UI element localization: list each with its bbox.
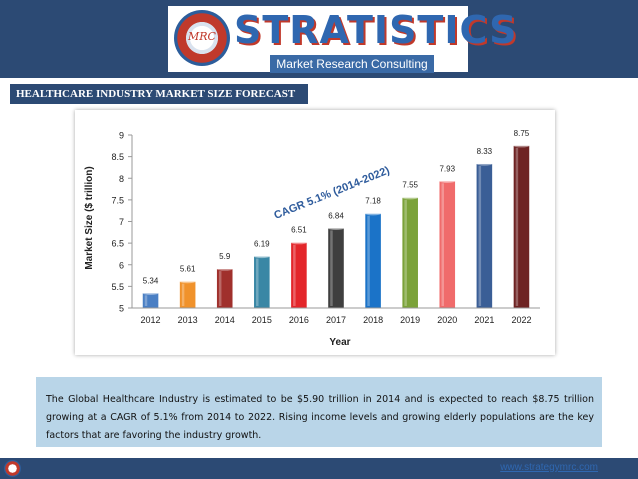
x-axis: 2012 2013 2014 2015 2016 2017 2018 2019 2020 2021… — [132, 307, 540, 325]
bar — [365, 213, 381, 308]
y-tick-label: 8.5 — [111, 152, 124, 162]
value-label: 8.75 — [514, 129, 530, 138]
x-tick-label: 2017 — [326, 315, 346, 325]
bar-highlight — [330, 230, 333, 306]
footer-bar: www.strategymrc.com — [0, 458, 638, 479]
bar-cap — [179, 280, 196, 284]
x-tick-label: 2012 — [141, 315, 161, 325]
value-label: 8.33 — [477, 147, 493, 156]
chart-panel: 5 5.5 6 6.5 7 7.5 8 8.5 9 5.34 5.61 5.9 6.19 6.51 6.8… — [75, 110, 555, 355]
x-tick-label: 2019 — [400, 315, 420, 325]
bar — [142, 293, 159, 308]
bar-cap — [291, 241, 307, 245]
bar-cap — [513, 144, 530, 148]
value-label: 6.84 — [328, 211, 344, 220]
value-label: 6.19 — [254, 240, 270, 249]
globe-logo-icon: MRC — [174, 10, 230, 66]
bar-highlight — [293, 244, 296, 306]
x-tick-label: 2016 — [289, 315, 309, 325]
value-label: 7.18 — [365, 197, 381, 206]
bar-highlight — [218, 271, 222, 306]
header-bar: MRC STRATISTICS Market Research Consulti… — [0, 0, 638, 78]
value-label: 7.93 — [439, 164, 455, 173]
bar-cap — [328, 226, 344, 231]
bar — [216, 269, 233, 308]
value-label: 7.55 — [402, 181, 418, 190]
y-tick-label: 6 — [119, 260, 124, 270]
bar-highlight — [256, 258, 259, 306]
bar — [328, 228, 344, 308]
bar-cap — [365, 212, 381, 216]
bar-cap — [476, 162, 493, 166]
bars — [142, 144, 530, 308]
bar-cap — [216, 267, 233, 271]
x-tick-label: 2021 — [474, 315, 494, 325]
bar-highlight — [144, 295, 148, 306]
tagline: Market Research Consulting — [270, 55, 434, 73]
bar-highlight — [478, 165, 482, 306]
bar — [291, 242, 307, 308]
bar-highlight — [404, 199, 407, 306]
bar — [476, 163, 493, 308]
bar — [402, 197, 418, 308]
logo-mark: MRC — [188, 30, 216, 43]
x-tick-label: 2015 — [252, 315, 272, 325]
x-tick-label: 2014 — [215, 315, 235, 325]
bar-highlight — [441, 183, 444, 306]
x-tick-label: 2018 — [363, 315, 383, 325]
y-tick-label: 5 — [119, 304, 124, 314]
value-labels: 5.34 5.61 5.9 6.19 6.51 6.84 7.18 7.55 7.93 8.33 8… — [143, 129, 530, 285]
bar-cap — [254, 254, 270, 259]
x-axis-title: Year — [329, 337, 350, 348]
y-tick-label: 6.5 — [111, 239, 124, 249]
section-title: HEALTHCARE INDUSTRY MARKET SIZE FORECAST — [10, 84, 308, 104]
footer-logo-icon — [4, 460, 21, 477]
bar — [439, 181, 456, 308]
value-label: 5.61 — [180, 265, 196, 274]
x-tick-label: 2020 — [437, 315, 457, 325]
logo[interactable]: MRC STRATISTICS — [168, 6, 516, 72]
bar-cap — [142, 291, 159, 295]
x-tick-label: 2022 — [511, 315, 531, 325]
x-tick-label: 2013 — [178, 315, 198, 325]
y-tick-label: 7.5 — [111, 195, 124, 205]
y-axis: 5 5.5 6 6.5 7 7.5 8 8.5 9 — [111, 131, 133, 314]
description-text: The Global Healthcare Industry is estima… — [46, 394, 594, 441]
value-label: 6.51 — [291, 226, 307, 235]
y-axis-title: Market Size ($ trillion) — [84, 166, 95, 269]
bar-highlight — [515, 147, 519, 306]
website-link[interactable]: www.strategymrc.com — [500, 462, 598, 473]
bar — [513, 145, 530, 308]
bar-cap — [439, 179, 456, 183]
y-tick-label: 8 — [119, 174, 124, 184]
bar-highlight — [181, 283, 185, 306]
bar-chart: 5 5.5 6 6.5 7 7.5 8 8.5 9 5.34 5.61 5.9 6.19 6.51 6.8… — [84, 129, 540, 348]
value-label: 5.34 — [143, 276, 159, 285]
y-tick-label: 7 — [119, 217, 124, 227]
y-tick-label: 5.5 — [111, 282, 124, 292]
bar-cap — [402, 196, 418, 200]
description-panel: The Global Healthcare Industry is estima… — [36, 377, 602, 447]
y-tick-label: 9 — [119, 131, 124, 141]
value-label: 5.9 — [219, 252, 231, 261]
bar — [179, 281, 196, 308]
bar-highlight — [367, 215, 370, 306]
brand-name: STRATISTICS — [234, 8, 518, 52]
bar — [254, 256, 270, 308]
